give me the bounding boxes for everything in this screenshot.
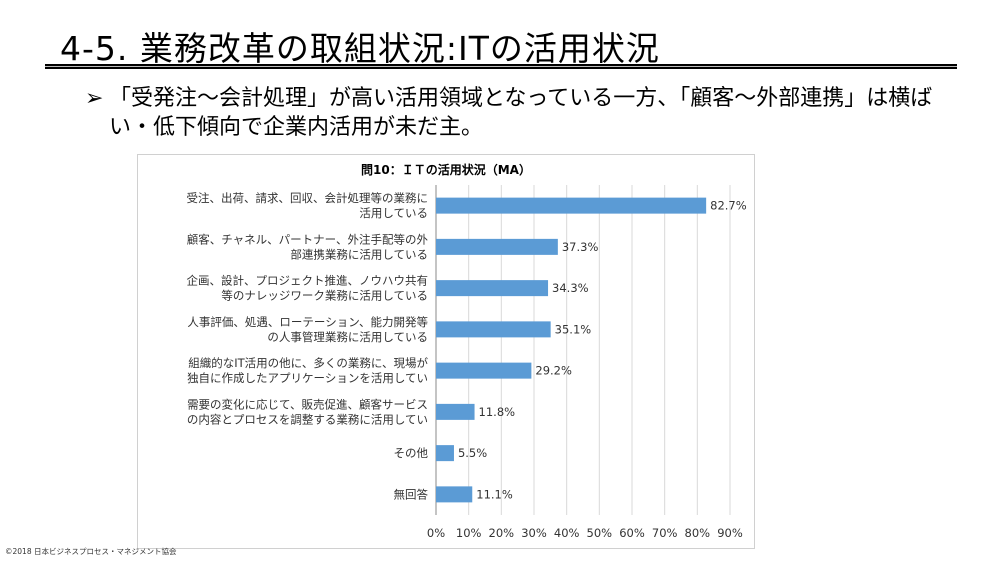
bar [436,362,532,379]
category-label: 顧客、チャネル、パートナー、外注手配等の外 [187,232,429,246]
bar [436,445,454,462]
data-label: 37.3% [562,240,599,254]
bar [436,197,707,214]
x-tick-label: 30% [521,526,547,540]
category-label: 受注、出荷、請求、回収、会計処理等の業務に [187,191,429,205]
bar [436,403,475,420]
category-label: 需要の変化に応じて、販売促進、顧客サービス [187,397,428,411]
data-label: 34.3% [552,281,589,295]
category-label: その他 [394,446,429,460]
bullet-text: 「受発注～会計処理」が高い活用領域となっている一方、「顧客～外部連携」は横ばい・… [109,86,933,140]
category-label: 活用している [359,206,428,220]
bar [436,280,549,297]
data-label: 82.7% [710,199,747,213]
slide-title: 4-5. 業務改革の取組状況:ITの活用状況 [60,29,660,68]
copyright-footer: ©2018 日本ビジネスプロセス・マネジメント協会 [5,547,177,556]
bullet-arrow-icon: ➢ [85,86,104,111]
x-tick-label: 40% [554,526,580,540]
category-label: 無回答 [394,487,429,501]
x-axis-ticks: 0% 10% 20% 30% 40% 50% 60% 70% 80% 90% [427,526,743,540]
bar [436,486,473,503]
x-tick-label: 50% [587,526,613,540]
x-tick-label: 80% [685,526,711,540]
bars: 82.7% 37.3% 34.3% 35.1% 29.2% 11.8% 5.5% 11.1% [436,197,747,503]
chart-frame: 問10：ＩＴの活用状況（MA） 82.7% 37.3% 34.3% 35.1% 29.2… [137,154,755,549]
x-tick-label: 10% [456,526,482,540]
x-tick-label: 0% [427,526,445,540]
category-label: の内容とプロセスを調整する業務に活用してい [187,412,428,426]
data-label: 29.2% [535,364,572,378]
category-label: 人事評価、処遇、ローテーション、能力開発等 [187,315,428,329]
data-label: 11.1% [476,487,513,501]
category-label: 等のナレッジワーク業務に活用している [221,289,428,303]
x-tick-label: 60% [619,526,645,540]
category-labels: 受注、出荷、請求、回収、会計処理等の業務に活用している顧客、チャネル、パートナー… [187,191,429,501]
gridlines [435,185,731,515]
data-label: 35.1% [555,322,592,336]
category-label: 企画、設計、プロジェクト推進、ノウハウ共有 [187,274,429,288]
bar [436,238,558,255]
x-tick-label: 20% [489,526,515,540]
chart-title: 問10：ＩＴの活用状況（MA） [361,162,531,177]
x-tick-label: 70% [652,526,678,540]
title-underline [45,64,957,69]
bar [436,321,551,338]
category-label: 独自に作成したアプリケーションを活用してい [187,371,428,385]
bar-chart: 問10：ＩＴの活用状況（MA） 82.7% 37.3% 34.3% 35.1% 29.2… [187,162,747,540]
data-label: 11.8% [479,405,516,419]
category-label: 組織的なIT活用の他に、多くの業務に、現場が [188,356,428,370]
x-tick-label: 90% [717,526,743,540]
category-label: 部連携業務に活用している [290,247,428,261]
category-label: の人事管理業務に活用している [267,330,428,344]
data-label: 5.5% [458,446,487,460]
